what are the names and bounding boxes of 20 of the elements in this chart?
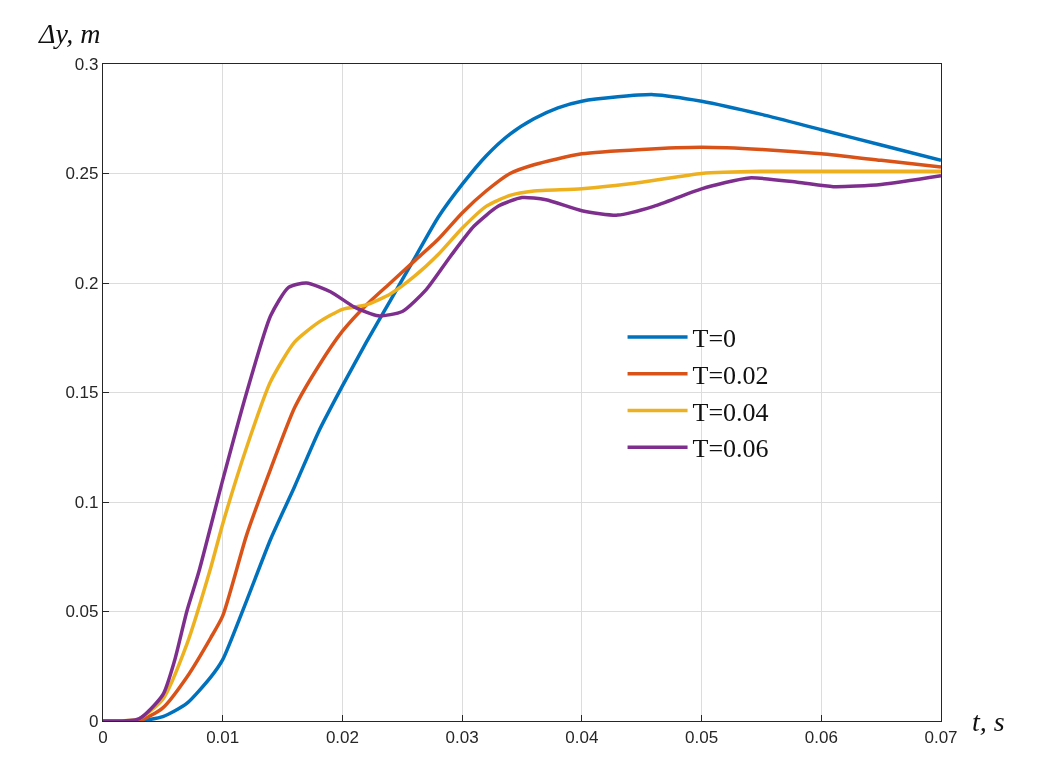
legend-label: T=0.04 — [692, 397, 769, 427]
y-tick-label: 0.15 — [65, 383, 99, 403]
x-tick-label: 0.03 — [445, 727, 479, 747]
legend-label: T=0.02 — [692, 360, 769, 390]
legend-label: T=0.06 — [692, 434, 769, 464]
y-tick-label: 0.25 — [65, 164, 99, 184]
x-axis-title: t, s — [972, 706, 1005, 737]
y-tick-label: 0.05 — [65, 602, 99, 622]
y-tick-label: 0.2 — [74, 273, 99, 293]
y-tick-label: 0.1 — [74, 492, 99, 512]
x-tick-label: 0.04 — [565, 727, 599, 747]
x-tick-label: 0.06 — [804, 727, 838, 747]
x-tick-label: 0.07 — [924, 727, 958, 747]
x-tick-label: 0.02 — [325, 727, 359, 747]
x-tick-label: 0.01 — [206, 727, 240, 747]
x-tick-label: 0.05 — [685, 727, 719, 747]
y-axis-title: Δy, m — [38, 18, 101, 49]
legend-label: T=0 — [692, 324, 737, 354]
y-tick-label: 0 — [89, 711, 99, 731]
y-tick-label: 0.3 — [74, 54, 99, 74]
